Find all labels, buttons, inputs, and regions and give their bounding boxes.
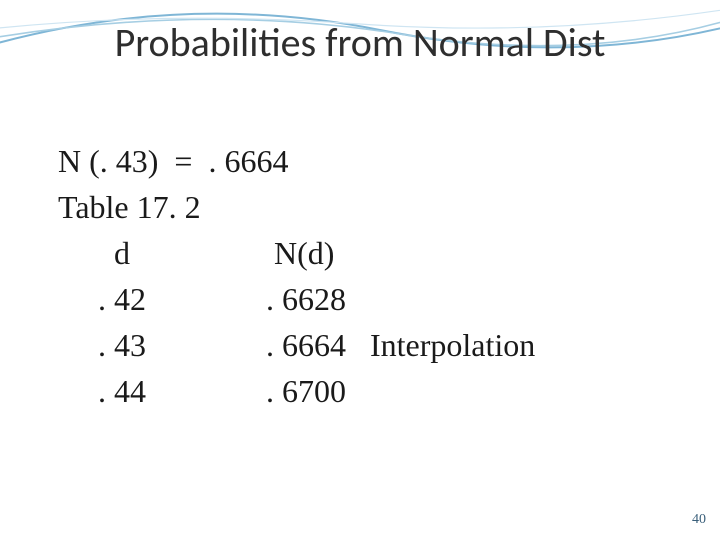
content-line: . 44 . 6700 [58,368,535,414]
content-line: N (. 43) = . 6664 [58,138,535,184]
content-line: Table 17. 2 [58,184,535,230]
content-line: . 43 . 6664 Interpolation [58,322,535,368]
content-line: d N(d) [58,230,535,276]
page-number: 40 [692,512,706,528]
content-block: N (. 43) = . 6664 Table 17. 2 d N(d) . 4… [58,138,535,414]
content-line: . 42 . 6628 [58,276,535,322]
page-title: Probabilities from Normal Dist [0,18,720,67]
